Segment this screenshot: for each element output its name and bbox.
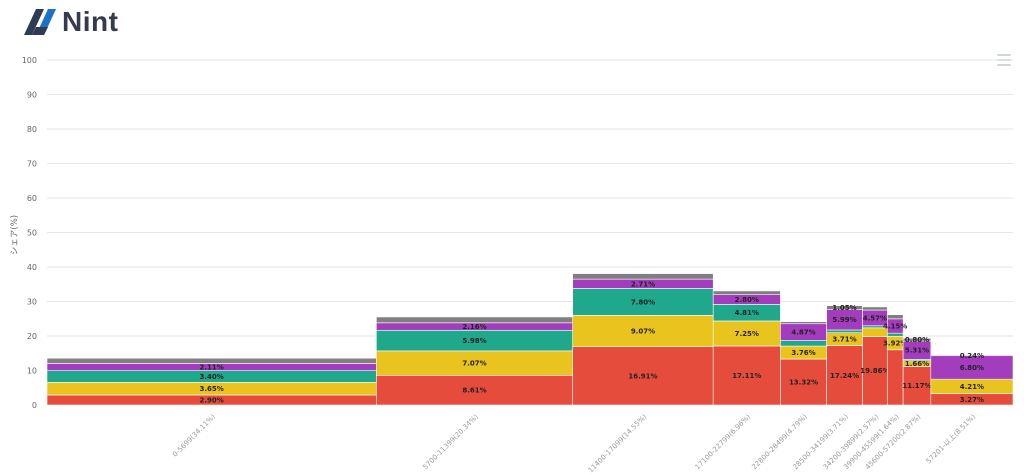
y-axis-label: シェア(%) <box>10 215 20 255</box>
data-label: 3.27% <box>960 396 984 404</box>
y-tick-label: 90 <box>27 91 37 100</box>
y-tick-label: 30 <box>27 298 37 307</box>
data-label: 5.98% <box>462 337 486 345</box>
bar-segment <box>47 358 376 363</box>
bar-segment <box>887 333 903 336</box>
x-tick-label: 17100-22799(6.96%) <box>694 413 753 472</box>
data-label: 7.80% <box>631 298 655 306</box>
x-axis: 0-5699(34.11%) 5700-11399(20.34%) 11400-17… <box>171 412 977 475</box>
data-label: 2.90% <box>200 396 224 404</box>
bar-segment <box>827 330 863 333</box>
data-label: 1.05% <box>832 304 856 312</box>
x-tick-label: 11400-17099(14.55%) <box>587 413 649 475</box>
data-label: 2.11% <box>200 364 224 372</box>
data-label: 3.71% <box>832 336 856 344</box>
data-label: 16.91% <box>628 372 657 380</box>
bars: 2.90% 3.65% 3.40%2.11% 8.61% 7.07% 5.98% 2.16%… <box>47 274 1013 405</box>
y-axis: 0 10 20 30 40 50 60 70 80 90 100 <box>22 56 37 410</box>
data-label: 6.80% <box>960 364 984 372</box>
data-label: 2.80% <box>735 296 759 304</box>
data-label: 7.07% <box>462 360 486 368</box>
data-label: 1.66% <box>905 360 929 368</box>
bar-segment <box>780 341 826 347</box>
y-tick-label: 10 <box>27 367 37 376</box>
y-tick-label: 0 <box>32 401 37 410</box>
x-tick-label: 5700-11399(20.34%) <box>421 413 480 472</box>
data-label: 4.57% <box>863 314 887 322</box>
data-label: 3.65% <box>200 385 224 393</box>
data-label: 4.87% <box>791 329 815 337</box>
bar-segment <box>376 317 572 323</box>
y-tick-label: 50 <box>27 229 37 238</box>
data-label: 17.24% <box>830 372 859 380</box>
data-label: 8.61% <box>462 387 486 395</box>
data-label: 0.24% <box>960 352 984 360</box>
data-label: 17.11% <box>732 372 761 380</box>
bar-segment <box>780 322 826 324</box>
y-tick-label: 60 <box>27 194 37 203</box>
data-label: 4.21% <box>960 383 984 391</box>
x-tick-label: 57201-以上(8.51%) <box>924 412 978 466</box>
data-label: 13.32% <box>789 379 818 387</box>
x-tick-label: 0-5699(34.11%) <box>171 413 217 459</box>
y-tick-label: 80 <box>27 125 37 134</box>
data-label: 9.07% <box>631 328 655 336</box>
data-label: 2.71% <box>631 280 655 288</box>
data-label: 7.25% <box>735 330 759 338</box>
bar-segment <box>887 350 903 405</box>
data-label: 4.15% <box>883 323 907 331</box>
bar-segment <box>713 291 780 295</box>
data-label: 19.86% <box>860 367 889 375</box>
y-tick-label: 100 <box>22 56 37 65</box>
data-label: 11.17% <box>902 382 931 390</box>
data-label: 5.31% <box>905 347 929 355</box>
bar-segment <box>862 307 887 310</box>
data-label: 3.76% <box>791 349 815 357</box>
bar-segment <box>573 274 713 280</box>
bar-segment <box>887 315 903 319</box>
data-label: 2.16% <box>462 323 486 331</box>
data-label: 4.81% <box>735 309 759 317</box>
y-tick-label: 40 <box>27 263 37 272</box>
y-tick-label: 20 <box>27 332 37 341</box>
data-label: 0.80% <box>905 336 929 344</box>
data-label: 5.99% <box>832 316 856 324</box>
data-label: 3.40% <box>200 373 224 381</box>
marimekko-chart: 0 10 20 30 40 50 60 70 80 90 100 シェア(%) 2.90% 3.65%… <box>0 0 1024 475</box>
y-tick-label: 70 <box>27 160 37 169</box>
